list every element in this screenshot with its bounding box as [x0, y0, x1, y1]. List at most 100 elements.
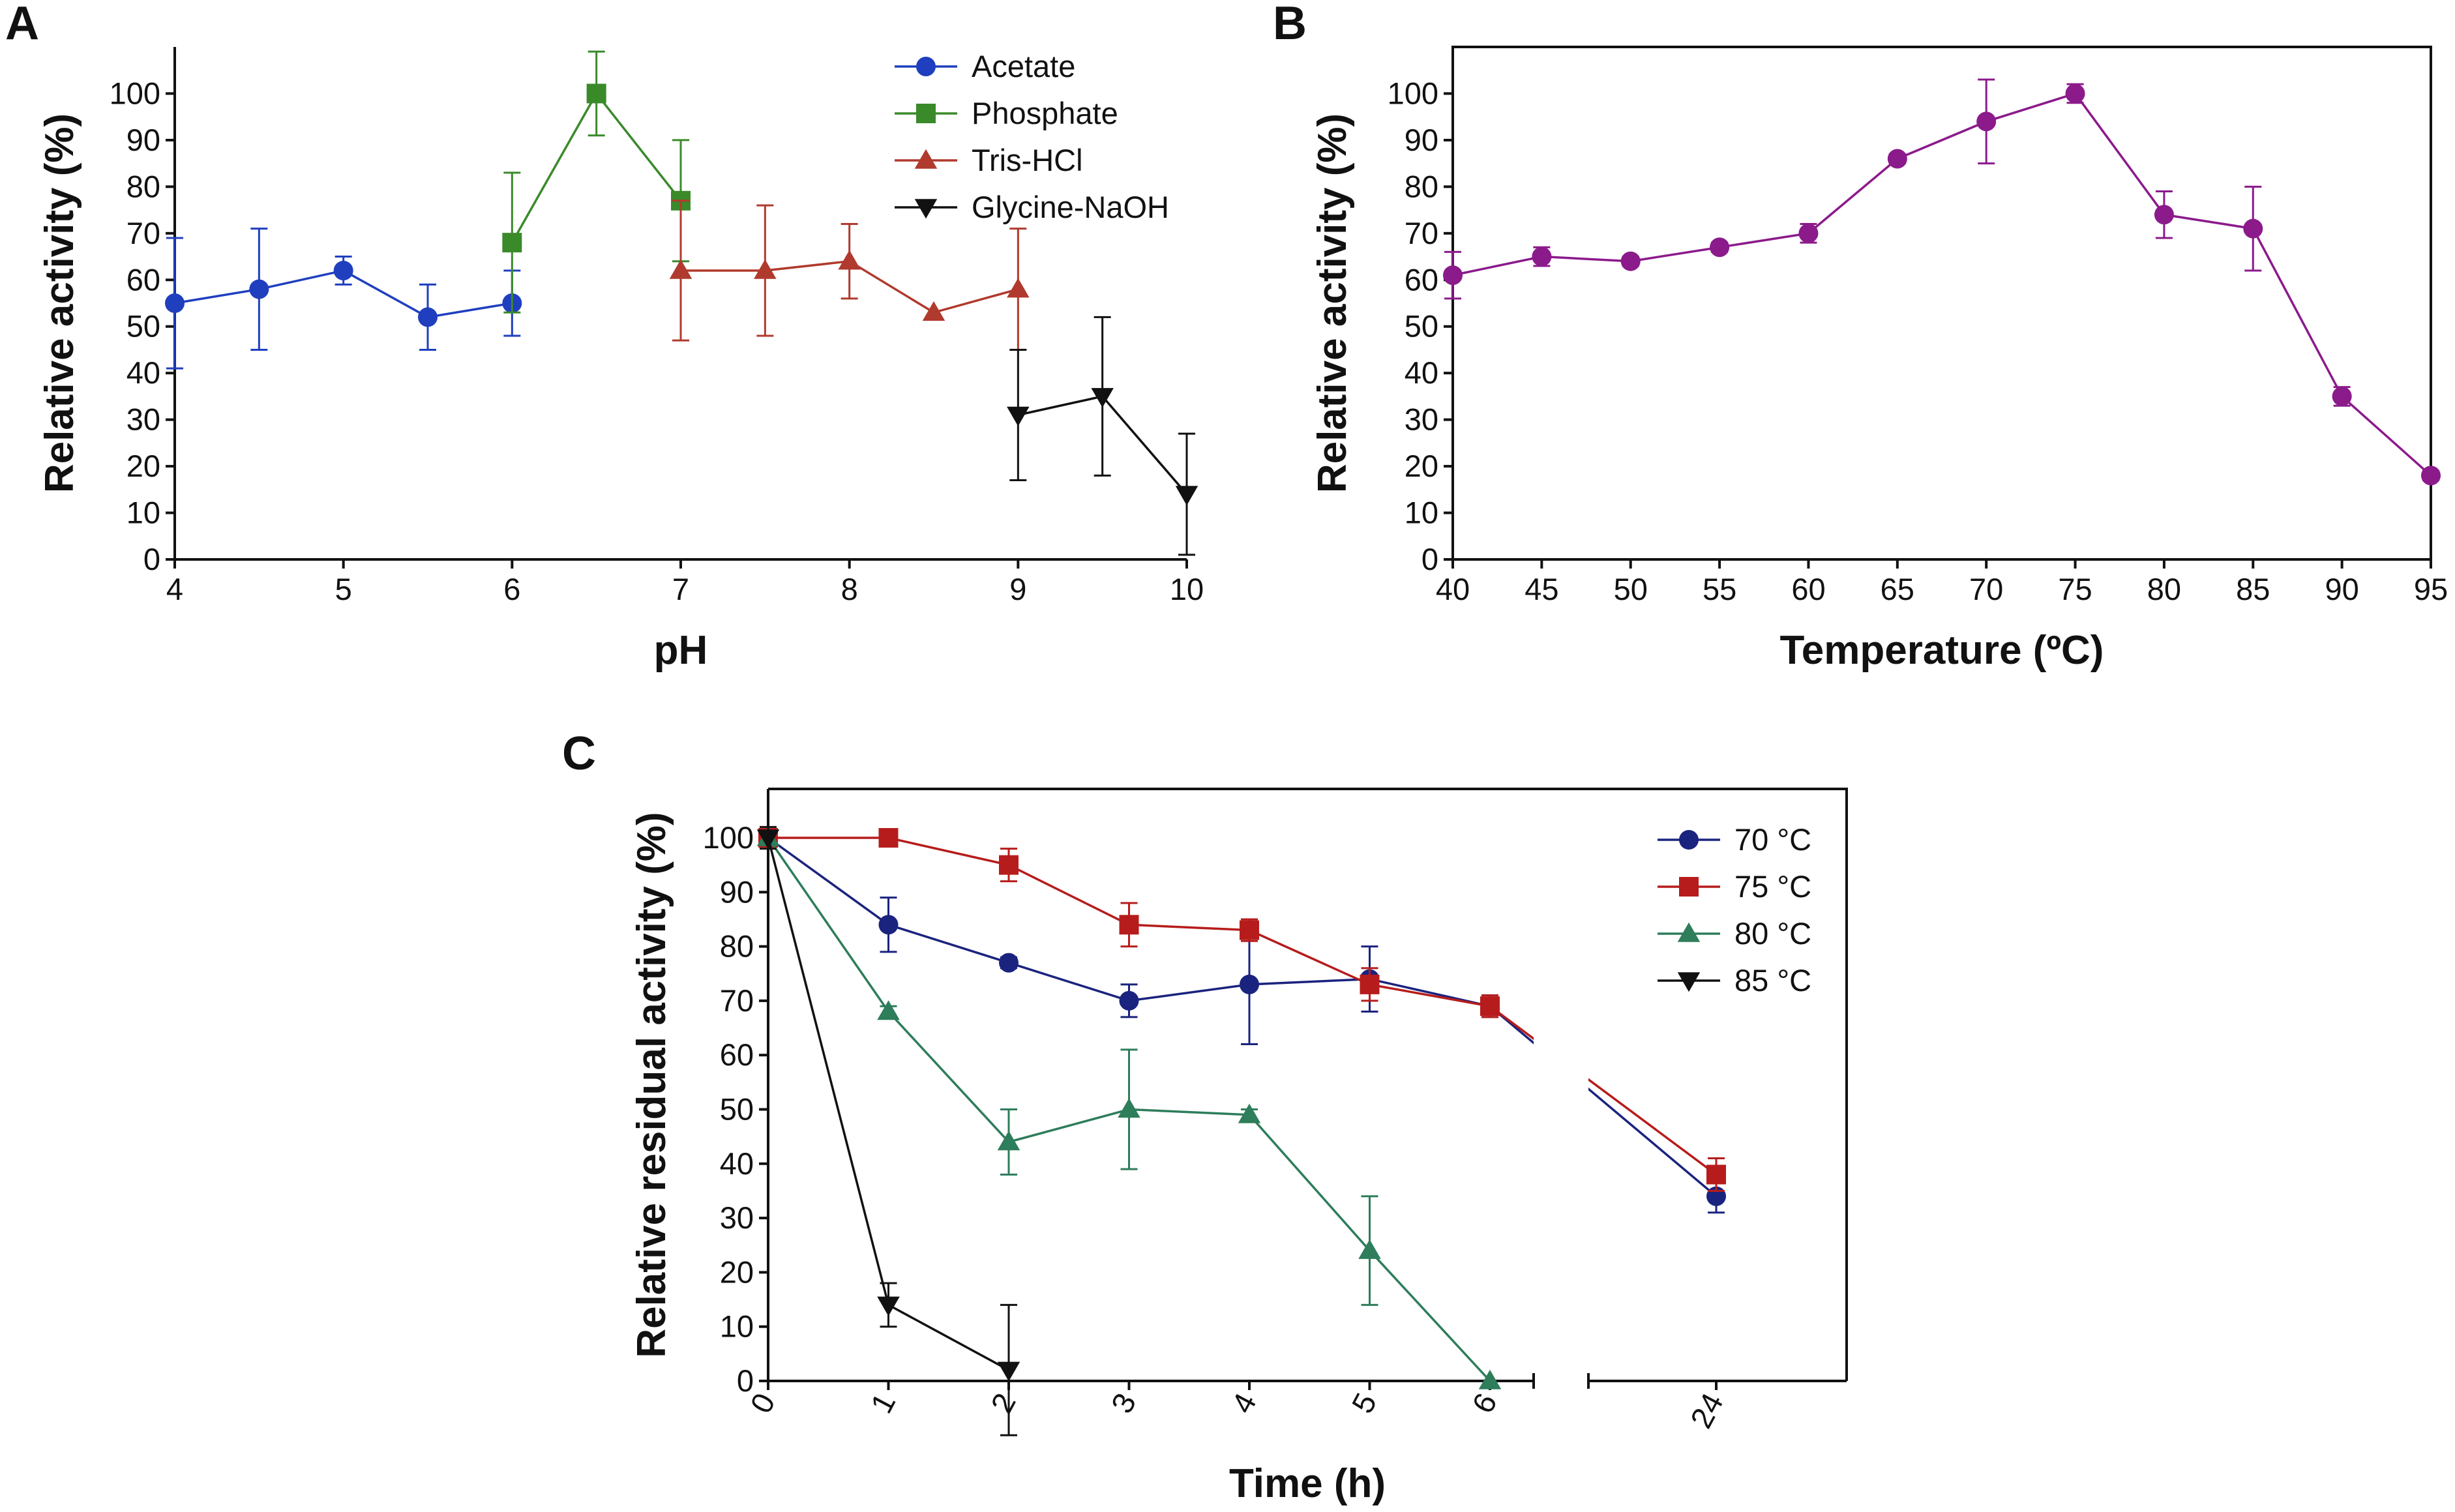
x-tick-label: 6 — [503, 572, 520, 606]
y-tick-label: 20 — [720, 1254, 754, 1289]
panel-c-x-axis-title: Time (h) — [1229, 1461, 1386, 1506]
data-point — [1358, 1239, 1381, 1259]
legend-label: Glycine-NaOH — [972, 190, 1169, 224]
legend-label: Acetate — [972, 49, 1075, 83]
series-80-c — [756, 826, 1502, 1389]
data-point — [1091, 388, 1114, 408]
data-point — [418, 307, 438, 327]
data-point — [2332, 386, 2352, 406]
y-tick-label: 80 — [720, 929, 754, 964]
legend-marker — [914, 199, 938, 219]
y-tick-label: 80 — [126, 169, 160, 203]
data-point — [838, 250, 861, 270]
y-tick-label: 40 — [720, 1146, 754, 1181]
panel-a-y-ticks: 0 10 20 30 40 50 60 70 80 90 100 — [110, 76, 175, 576]
legend-entry: Phosphate — [895, 96, 1118, 130]
legend-marker — [916, 104, 936, 123]
legend-entry: Tris-HCl — [895, 143, 1083, 177]
series-glycine-naoh — [1007, 316, 1198, 556]
y-tick-label: 60 — [1405, 262, 1438, 297]
data-point — [1240, 974, 1259, 994]
data-point — [2421, 466, 2441, 486]
panel-a-x-ticks: 4 5 6 7 8 9 10 — [166, 559, 1204, 606]
data-point — [1443, 265, 1463, 286]
x-tick-label: 50 — [1614, 572, 1648, 606]
panel-c-axes-left — [767, 789, 1534, 1382]
legend-marker — [916, 57, 936, 76]
x-tick-label: 4 — [166, 572, 183, 606]
data-point — [1240, 920, 1259, 940]
y-tick-label: 50 — [1405, 309, 1438, 344]
series-line — [1452, 92, 2432, 477]
y-tick-label: 80 — [1405, 169, 1438, 203]
x-tick-label: 6 — [1465, 1387, 1504, 1419]
legend-marker — [1677, 972, 1701, 992]
data-point — [1175, 486, 1198, 506]
series-line — [768, 837, 1718, 1176]
panel-b-x-ticks: 40 45 50 55 60 65 70 75 80 85 90 95 — [1436, 559, 2448, 606]
y-tick-label: 10 — [126, 496, 160, 530]
legend-entry: 75 °C — [1658, 869, 1811, 904]
panel-c-x-ticks: 0 1 2 3 4 5 6 24 — [743, 1381, 1730, 1434]
data-point — [1706, 1164, 1726, 1185]
data-point — [1798, 223, 1819, 243]
data-point — [878, 828, 899, 848]
data-point — [1360, 974, 1380, 994]
legend-label: Tris-HCl — [972, 143, 1083, 177]
y-tick-label: 0 — [1421, 542, 1438, 576]
series-acetate — [165, 228, 522, 370]
legend-label: 80 °C — [1734, 916, 1811, 951]
x-tick-label: 0 — [743, 1387, 782, 1419]
data-point — [586, 83, 606, 104]
x-tick-label: 1 — [863, 1387, 902, 1419]
panel-c-y-ticks: 0 10 20 30 40 50 60 70 80 90 100 — [703, 820, 768, 1398]
panel-c-letter: C — [562, 728, 596, 780]
y-tick-label: 50 — [126, 309, 160, 344]
legend-label: 70 °C — [1734, 822, 1811, 857]
panel-a-series — [165, 50, 1198, 556]
x-tick-label: 55 — [1703, 572, 1736, 606]
data-point — [877, 1296, 900, 1316]
data-point — [669, 259, 692, 279]
data-point — [1532, 246, 1552, 267]
panel-b-y-ticks: 0 10 20 30 40 50 60 70 80 90 100 — [1388, 76, 1453, 576]
data-point — [756, 829, 780, 850]
legend-marker — [1679, 830, 1699, 850]
x-tick-label: 95 — [2414, 572, 2448, 606]
data-point — [1620, 251, 1641, 271]
y-tick-label: 20 — [1405, 449, 1438, 483]
data-point — [1710, 237, 1730, 258]
y-tick-label: 0 — [737, 1363, 754, 1398]
y-tick-label: 70 — [720, 983, 754, 1018]
y-tick-label: 90 — [1405, 123, 1438, 157]
data-point — [1976, 111, 1997, 132]
y-tick-label: 70 — [126, 216, 160, 250]
y-tick-label: 70 — [1405, 216, 1438, 250]
panel-a-letter: A — [5, 0, 39, 50]
panel-a-legend: Acetate Phosphate Tris-HCl Glycine-NaOH — [895, 49, 1169, 224]
data-point — [999, 855, 1019, 875]
y-tick-label: 90 — [126, 123, 160, 157]
y-tick-label: 60 — [720, 1037, 754, 1072]
data-point — [878, 915, 899, 935]
x-tick-label: 90 — [2325, 572, 2358, 606]
x-tick-label: 70 — [1969, 572, 2003, 606]
panel-c-legend: 70 °C 75 °C 80 °C 85 °C — [1658, 822, 1811, 998]
y-tick-label: 10 — [1405, 496, 1438, 530]
x-tick-label: 8 — [841, 572, 858, 606]
x-tick-label: 5 — [335, 572, 352, 606]
axis-break-gap — [1534, 1017, 1588, 1148]
panel-b-x-axis-title: Temperature (ºC) — [1780, 628, 2104, 673]
x-tick-label: 4 — [1225, 1387, 1263, 1419]
data-point — [333, 260, 353, 280]
panel-c-series — [756, 825, 1726, 1436]
data-point — [1480, 996, 1500, 1016]
data-point — [2065, 83, 2085, 104]
data-point — [877, 1000, 900, 1020]
legend-marker — [1677, 922, 1701, 942]
y-tick-label: 100 — [1388, 76, 1438, 110]
panel-b-series — [1443, 78, 2441, 486]
y-tick-label: 100 — [703, 820, 754, 855]
y-tick-label: 60 — [126, 262, 160, 297]
y-tick-label: 10 — [720, 1309, 754, 1344]
